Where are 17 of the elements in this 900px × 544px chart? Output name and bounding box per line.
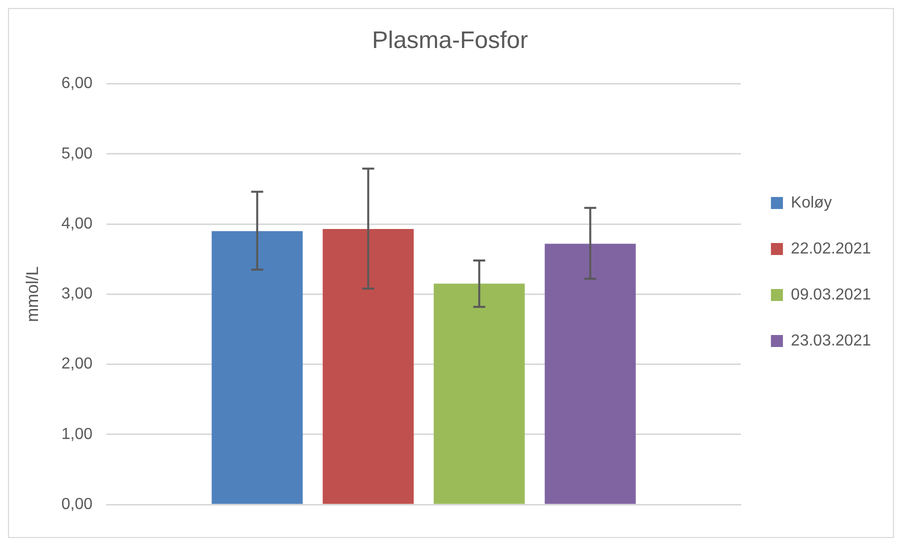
y-tick-label: 2,00 (61, 356, 93, 373)
chart-title: Plasma-Fosfor (372, 27, 528, 54)
bar (322, 228, 414, 504)
y-tick-label: 1,00 (61, 426, 93, 443)
bar (434, 284, 525, 504)
bar (544, 244, 636, 504)
y-tick-label: 4,00 (61, 215, 93, 232)
legend-label: Koløy (790, 194, 832, 212)
y-axis-title: mmol/L (22, 266, 42, 322)
y-tick-label: 3,00 (61, 286, 93, 303)
bar (212, 231, 303, 504)
y-tick-label: 0,00 (61, 496, 93, 514)
legend-label: 09.03.2021 (790, 286, 872, 304)
legend-label: 23.03.2021 (790, 332, 872, 350)
y-tick-label: 5,00 (61, 145, 93, 162)
y-tick-label: 6,00 (61, 75, 93, 92)
legend-label: 22.02.2021 (790, 240, 872, 258)
